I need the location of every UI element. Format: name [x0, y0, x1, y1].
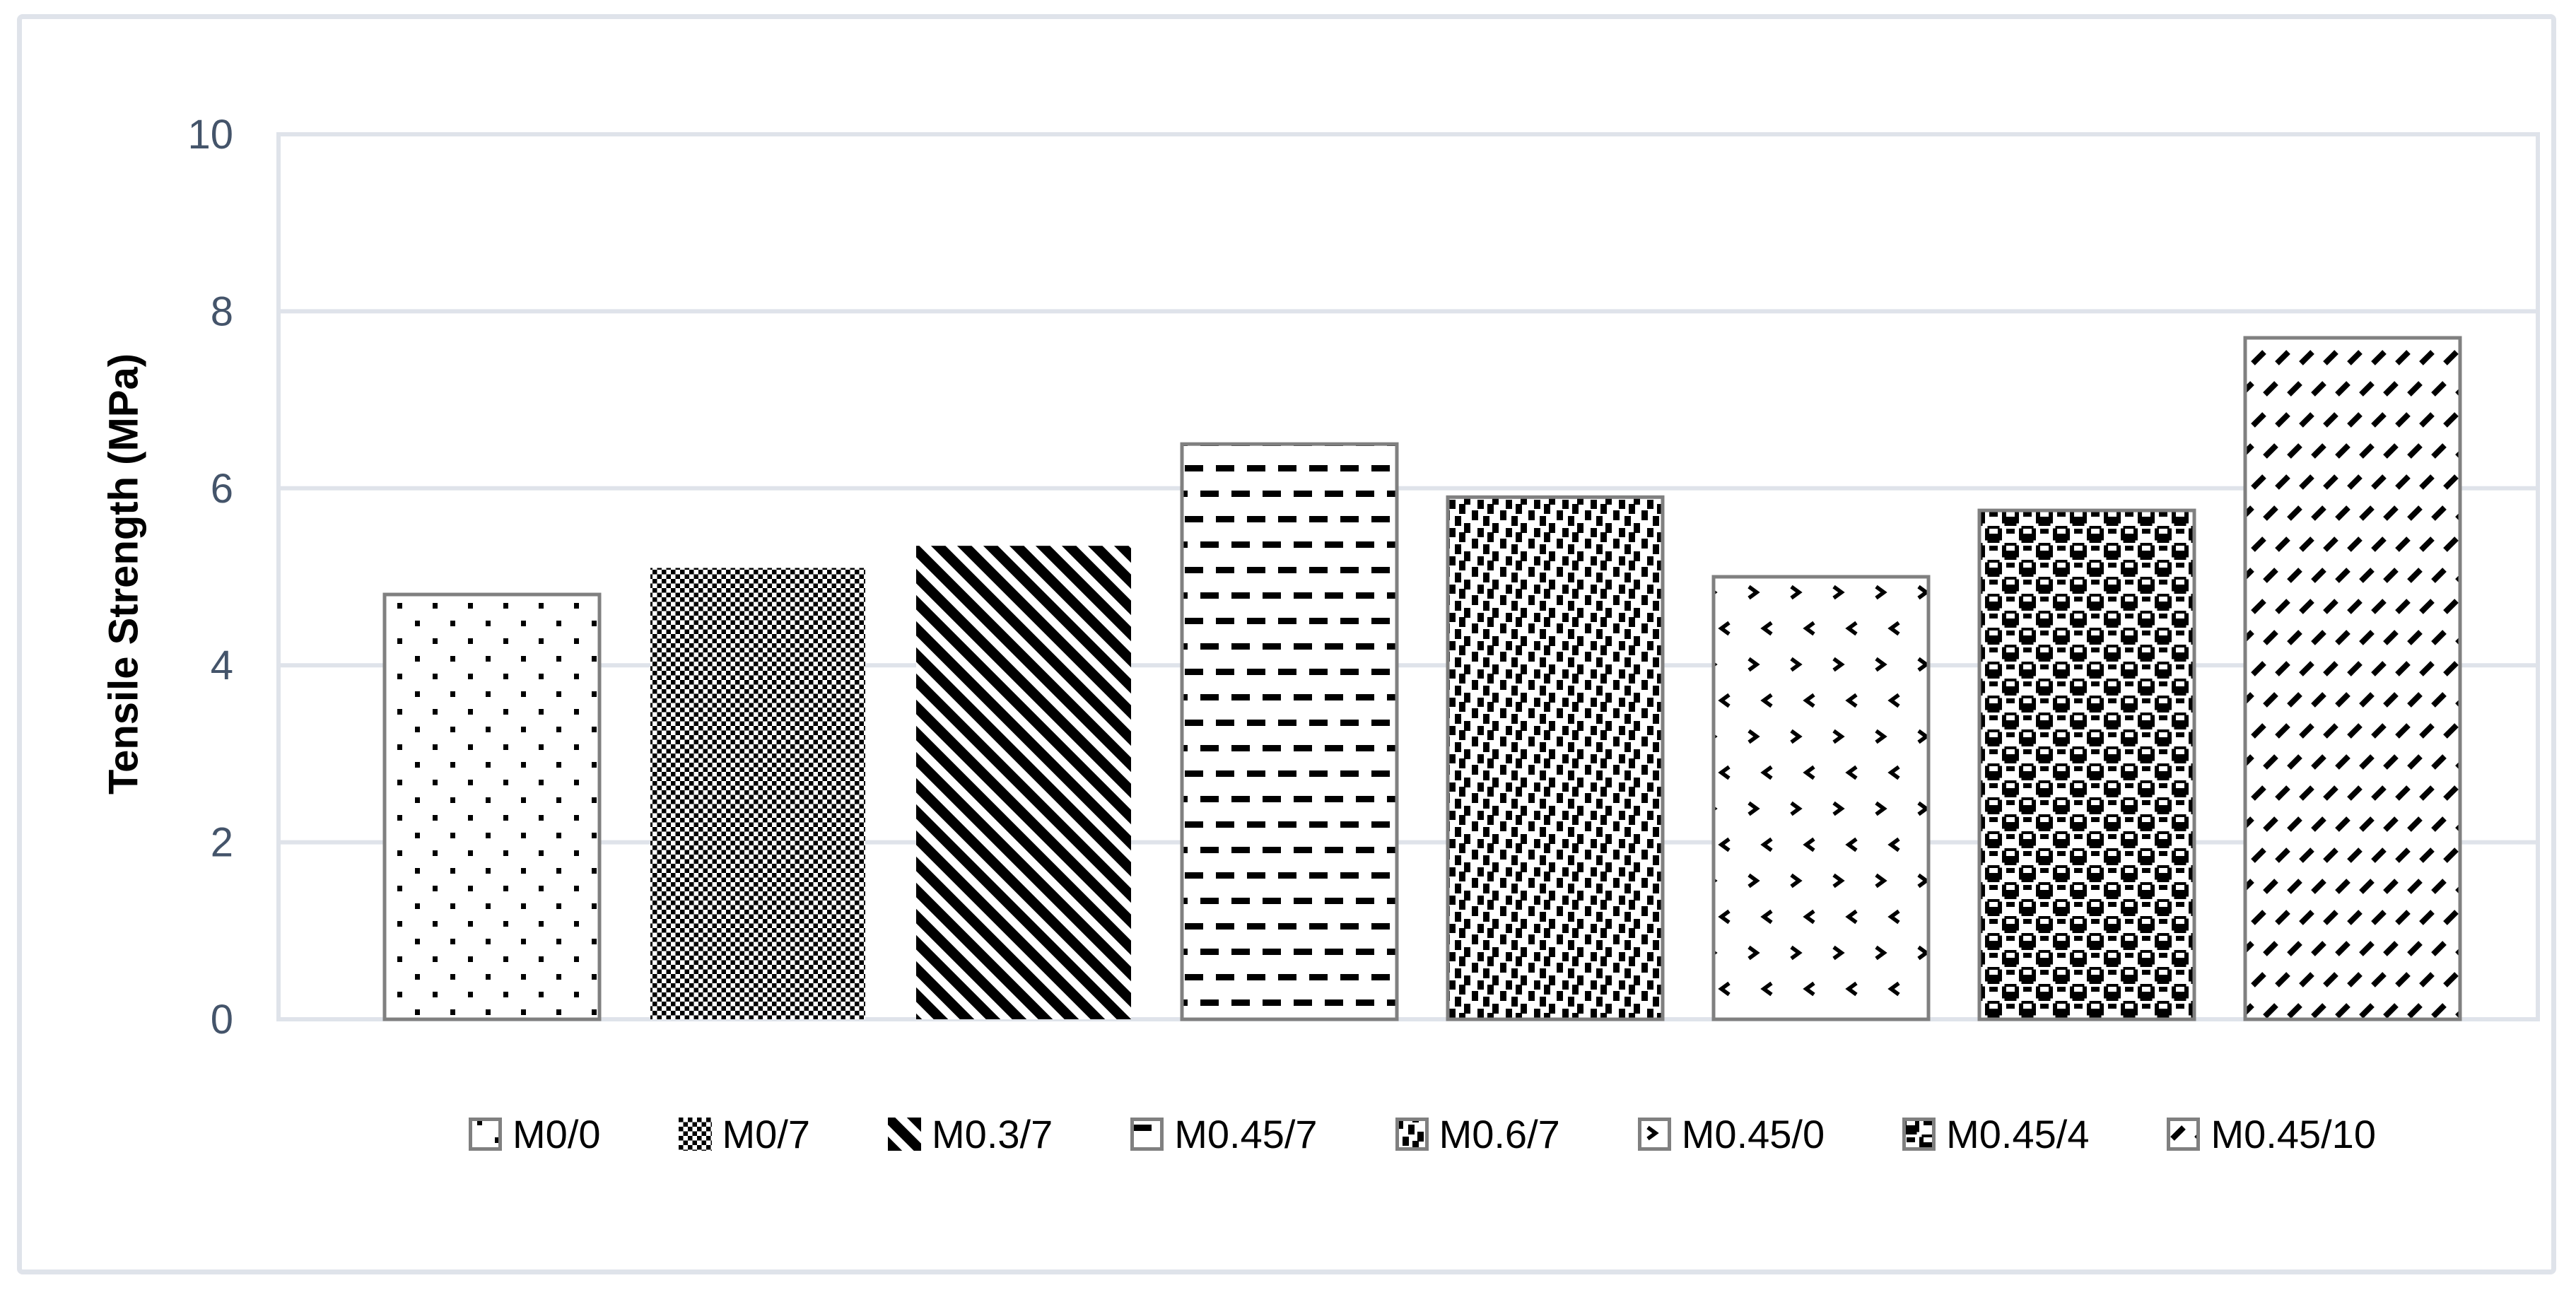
bar: [382, 592, 602, 1021]
y-tick-label: 0: [211, 997, 233, 1043]
legend-item-label: M0.6/7: [1439, 1112, 1560, 1156]
legend: M0/0 M0/7 M0.3/7 M0.45/7 M0.6/7 M0.45/0 M0.45/…: [297, 1111, 2548, 1157]
legend-swatch-icon: [678, 1118, 712, 1151]
legend-swatch-icon: [1130, 1118, 1164, 1151]
legend-item-label: M0/7: [722, 1112, 811, 1156]
legend-item: M0.6/7: [1395, 1111, 1560, 1157]
legend-item: M0.45/7: [1130, 1111, 1318, 1157]
bar: [1711, 575, 1931, 1021]
plot-border: [276, 132, 2540, 1021]
legend-swatch-icon: [888, 1118, 922, 1151]
y-axis-tick-labels: 0 2 4 6 8 10: [187, 112, 233, 1043]
legend-item: M0.3/7: [888, 1111, 1053, 1157]
legend-item-label: M0.45/4: [1946, 1112, 2090, 1156]
bar: [2243, 336, 2462, 1021]
legend-swatch-icon: [1902, 1118, 1936, 1151]
legend-item-label: M0.3/7: [932, 1112, 1053, 1156]
legend-item-label: M0.45/0: [1681, 1112, 1825, 1156]
legend-item: M0/7: [678, 1111, 811, 1157]
bars: [382, 336, 2462, 1021]
y-tick-label: 2: [211, 820, 233, 866]
legend-item: M0.45/10: [2167, 1111, 2376, 1157]
legend-swatch-icon: [1637, 1118, 1671, 1151]
y-tick-label: 4: [211, 643, 233, 688]
bar: [1446, 495, 1665, 1021]
gridlines: [276, 132, 2540, 1021]
y-tick-label: 10: [187, 112, 233, 158]
legend-item-label: M0/0: [513, 1112, 601, 1156]
y-tick-label: 6: [211, 466, 233, 512]
bar: [650, 568, 865, 1019]
legend-item: M0/0: [469, 1111, 601, 1157]
legend-item: M0.45/4: [1902, 1111, 2089, 1157]
legend-swatch-icon: [1395, 1118, 1429, 1151]
legend-item-label: M0.45/7: [1174, 1112, 1318, 1156]
legend-swatch-icon: [2167, 1118, 2201, 1151]
legend-item-label: M0.45/10: [2211, 1112, 2376, 1156]
bar: [1180, 442, 1399, 1021]
bar: [1977, 508, 2196, 1021]
bar: [916, 546, 1131, 1019]
y-tick-label: 8: [211, 288, 233, 334]
legend-swatch-icon: [469, 1118, 503, 1151]
legend-item: M0.45/0: [1637, 1111, 1825, 1157]
